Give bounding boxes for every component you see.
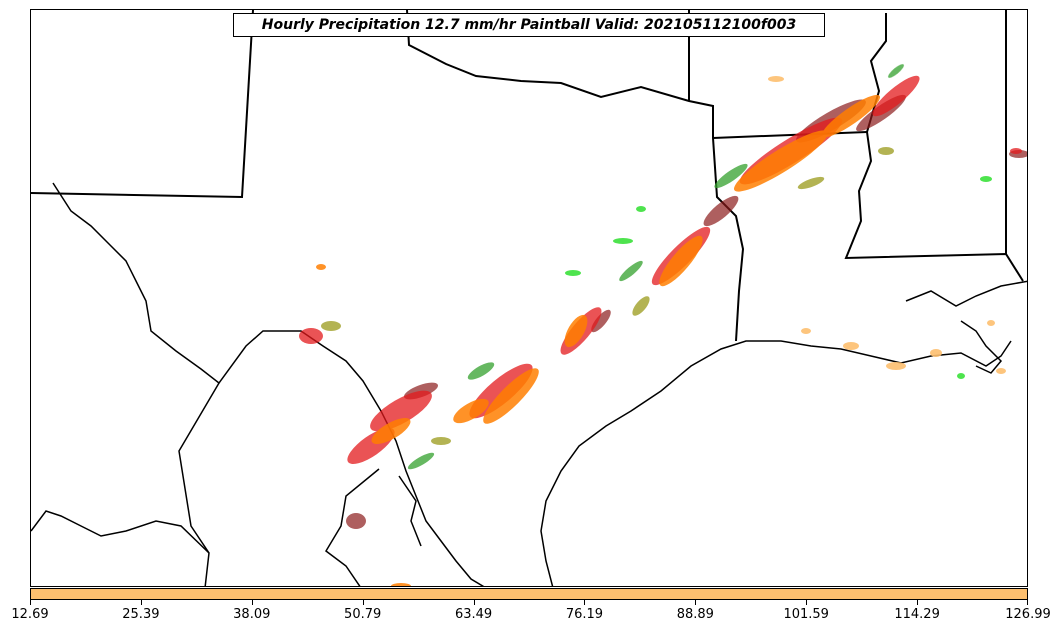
precip-olive — [321, 147, 894, 445]
mexico-state-line — [31, 510, 210, 554]
colorbar-tick-label: 101.59 — [783, 607, 829, 622]
precip-dark-red — [346, 94, 1027, 529]
colorbar-tick-mark — [251, 600, 253, 605]
state-boundaries — [31, 10, 1024, 342]
colorbar-tick-mark — [473, 600, 475, 605]
precip-light-orange — [768, 76, 1006, 374]
colorbar-tick-mark — [362, 600, 364, 605]
colorbar-tick-label: 50.79 — [344, 607, 382, 622]
rio-grande — [52, 182, 485, 586]
map-title: Hourly Precipitation 12.7 mm/hr Paintbal… — [233, 13, 825, 37]
map-panel — [30, 9, 1028, 587]
louisiana-coast — [905, 280, 1027, 307]
gulf-coast — [540, 340, 1012, 586]
colorbar-tick-label: 38.09 — [233, 607, 271, 622]
colorbar-tick-mark — [30, 600, 31, 605]
oklahoma-texas-border — [406, 10, 745, 342]
colorbar-tick-mark — [695, 600, 697, 605]
mexico-border — [178, 382, 220, 586]
mississippi-river — [844, 131, 1024, 282]
arkansas-louisiana-border — [712, 131, 868, 139]
colorbar-tick-mark — [140, 600, 142, 605]
colorbar-tick-label: 63.49 — [454, 607, 493, 622]
border-lines — [31, 182, 1027, 586]
precipitation-map — [31, 10, 1027, 586]
colorbar-tick-label: 88.89 — [676, 607, 714, 622]
colorbar-ticks: 12.69 25.39 38.09 50.79 63.49 76.19 88.89 101.5… — [0, 600, 1062, 630]
colorbar-tick-label: 12.69 — [11, 607, 49, 622]
new-mexico-texas-border — [31, 10, 254, 199]
delta — [960, 320, 1003, 374]
nuevo-leon-line — [398, 475, 422, 547]
colorbar-tick-label: 25.39 — [122, 607, 160, 622]
precip-orange — [316, 94, 881, 586]
colorbar-tick-label: 114.29 — [894, 607, 940, 622]
colorbar-tick-label: 76.19 — [565, 607, 604, 622]
colorbar-tick-label: 126.99 — [1005, 607, 1051, 622]
colorbar — [30, 588, 1028, 600]
colorbar-tick-mark — [806, 600, 808, 605]
colorbar-tick-mark — [1027, 600, 1028, 605]
colorbar-tick-mark — [584, 600, 586, 605]
precip-light-green — [565, 176, 992, 379]
colorbar-tick-mark — [917, 600, 919, 605]
precip-green — [407, 64, 904, 470]
coahuila-line — [325, 468, 380, 586]
precip-red — [299, 75, 1022, 465]
